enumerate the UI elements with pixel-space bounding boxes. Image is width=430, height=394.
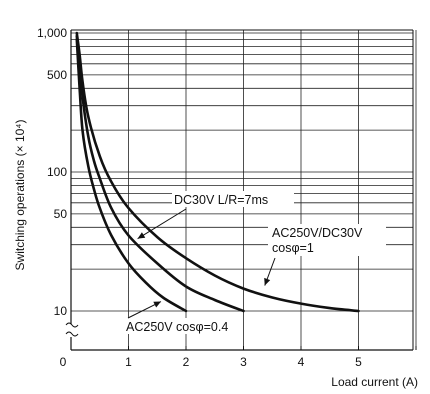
arrow-ac250v-dc30v-head	[264, 277, 271, 286]
axis-break-gap	[65, 324, 77, 337]
curve-ac250v-dc30v-cos1	[75, 31, 360, 313]
y-tick-label: 50	[54, 207, 68, 221]
label-background	[124, 318, 238, 334]
y-tick-label: 1,000	[37, 26, 67, 40]
curve-ac250v-cos04	[75, 38, 188, 313]
axes	[65, 29, 417, 351]
label-ac250v-dc30v: AC250V/DC30V	[272, 226, 363, 240]
label-background	[172, 191, 294, 207]
label-cos1: cosφ=1	[272, 241, 314, 255]
tick-labels: 0 1 2 3 4 5 1,000 500 100 50 10	[37, 26, 362, 369]
y-axis-label: Switching operations (× 10⁴)	[13, 120, 27, 271]
y-tick-label: 100	[47, 165, 67, 179]
x-axis-label: Load current (A)	[331, 375, 418, 389]
grid	[71, 30, 417, 350]
x-tick-label: 4	[298, 355, 305, 369]
label-dc30v: DC30V L/R=7ms	[174, 193, 268, 207]
x-tick-label: 0	[60, 355, 67, 369]
arrow-ac250v-cos04-head	[153, 301, 161, 308]
x-tick-label: 2	[183, 355, 190, 369]
label-background	[268, 224, 386, 256]
axis-break-mark	[65, 322, 79, 328]
arrow-dc30v	[137, 208, 187, 240]
axis-break-mark	[65, 331, 79, 337]
label-ac250v-cos04: AC250V cosφ=0.4	[126, 320, 228, 334]
arrow-dc30v-head	[137, 232, 146, 239]
x-tick-label: 5	[355, 355, 362, 369]
curves	[75, 31, 360, 313]
y-tick-label: 500	[47, 68, 67, 82]
x-tick-label: 1	[125, 355, 132, 369]
x-tick-label: 3	[240, 355, 247, 369]
y-tick-label: 10	[54, 304, 68, 318]
curve-dc30v-lr7ms	[75, 34, 245, 313]
